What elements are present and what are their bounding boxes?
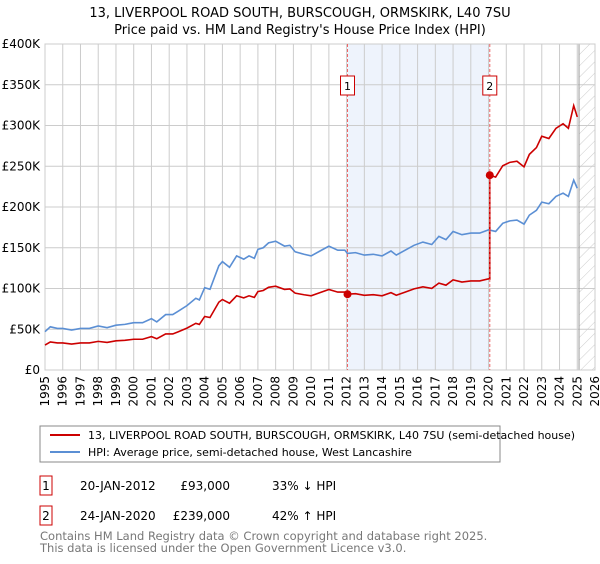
legend-property-label: 13, LIVERPOOL ROAD SOUTH, BURSCOUGH, ORM…	[88, 429, 575, 442]
y-tick-label: £100K	[2, 282, 42, 296]
x-tick-label: 2013	[357, 376, 371, 407]
x-tick-label: 2018	[446, 376, 460, 407]
y-tick-label: £350K	[2, 78, 42, 92]
footer-copyright: Contains HM Land Registry data © Crown c…	[40, 529, 487, 543]
sale-marker-box	[39, 475, 53, 496]
sale-marker-label-box	[340, 75, 355, 96]
plot-area: 1995 1996 1997 1998 1999 2000 2001 2002 2003 2004…	[2, 37, 600, 407]
y-tick-label: £0	[25, 363, 40, 377]
y-tick-label: £50K	[9, 322, 41, 336]
x-tick-label: 2015	[393, 376, 407, 407]
x-tick-label: 2020	[482, 376, 496, 407]
x-tick-label: 1996	[56, 376, 70, 407]
legend-hpi-label: HPI: Average price, semi-detached house,…	[88, 446, 412, 459]
x-tick-label: 2017	[428, 376, 442, 407]
footer-licence: This data is licensed under the Open Gov…	[39, 541, 406, 555]
y-tick-label: £200K	[2, 200, 42, 214]
sale-price: £239,000	[173, 509, 230, 523]
x-tick-label: 1995	[38, 376, 52, 407]
x-tick-label: 1999	[109, 376, 123, 407]
sale-row-1: 1 20-JAN-2012 £93,000 33% ↓ HPI	[39, 475, 336, 496]
x-tick-label: 2019	[464, 376, 478, 407]
x-tick-label: 2026	[588, 376, 600, 407]
x-tick-label: 2009	[286, 376, 300, 407]
price-paid-line	[44, 102, 579, 346]
sale-marker-box	[39, 505, 53, 526]
sale-marker-label-box	[482, 75, 498, 96]
x-tick-label: 2021	[499, 376, 513, 407]
sale-point	[485, 171, 494, 180]
y-tick-label: £250K	[2, 159, 42, 173]
x-tick-label: 2001	[144, 376, 158, 407]
legend: 13, LIVERPOOL ROAD SOUTH, BURSCOUGH, ORM…	[39, 425, 575, 463]
sale-point	[343, 290, 352, 299]
chart-subtitle: Price paid vs. HM Land Registry's House …	[114, 23, 486, 38]
plot-border	[44, 43, 596, 371]
sale-price: £93,000	[180, 479, 230, 493]
sale-marker-label: 1	[344, 80, 351, 93]
x-tick-label: 2006	[233, 376, 247, 407]
x-tick-label: 2007	[251, 376, 265, 407]
hpi-line	[44, 177, 578, 333]
x-tick-label: 2023	[535, 376, 549, 407]
sale-hpi-change: 33% ↓ HPI	[272, 479, 336, 493]
x-tick-label: 1998	[91, 376, 105, 407]
x-tick-label: 2016	[411, 376, 425, 407]
x-tick-label: 2008	[269, 376, 283, 407]
x-tick-label: 2025	[570, 376, 584, 407]
x-tick-label: 2000	[127, 376, 141, 407]
x-tick-label: 2022	[517, 376, 531, 407]
x-tick-label: 2005	[215, 376, 229, 407]
x-tick-label: 2024	[553, 376, 567, 407]
sale-date: 20-JAN-2012	[80, 479, 156, 493]
y-tick-label: £400K	[2, 37, 42, 51]
x-tick-label: 2004	[198, 376, 212, 407]
x-tick-label: 2012	[340, 376, 354, 407]
sale-hpi-change: 42% ↑ HPI	[272, 509, 336, 523]
x-tick-label: 2002	[162, 376, 176, 407]
sale-date: 24-JAN-2020	[80, 509, 156, 523]
sales-table: 1 20-JAN-2012 £93,000 33% ↓ HPI 2 24-JAN…	[39, 475, 336, 526]
sale-id: 2	[42, 509, 50, 523]
y-tick-label: £300K	[2, 119, 42, 133]
sale-id: 1	[42, 479, 50, 493]
x-tick-label: 2003	[180, 376, 194, 407]
chart-title: 13, LIVERPOOL ROAD SOUTH, BURSCOUGH, ORM…	[89, 6, 510, 21]
x-tick-label: 2014	[375, 376, 389, 407]
sale-marker-label: 2	[486, 80, 493, 93]
y-tick-label: £150K	[2, 241, 42, 255]
x-tick-label: 2011	[322, 376, 336, 407]
x-tick-label: 1997	[73, 376, 87, 407]
legend-box	[39, 425, 501, 463]
sale-row-2: 2 24-JAN-2020 £239,000 42% ↑ HPI	[39, 505, 336, 526]
x-tick-label: 2010	[304, 376, 318, 407]
